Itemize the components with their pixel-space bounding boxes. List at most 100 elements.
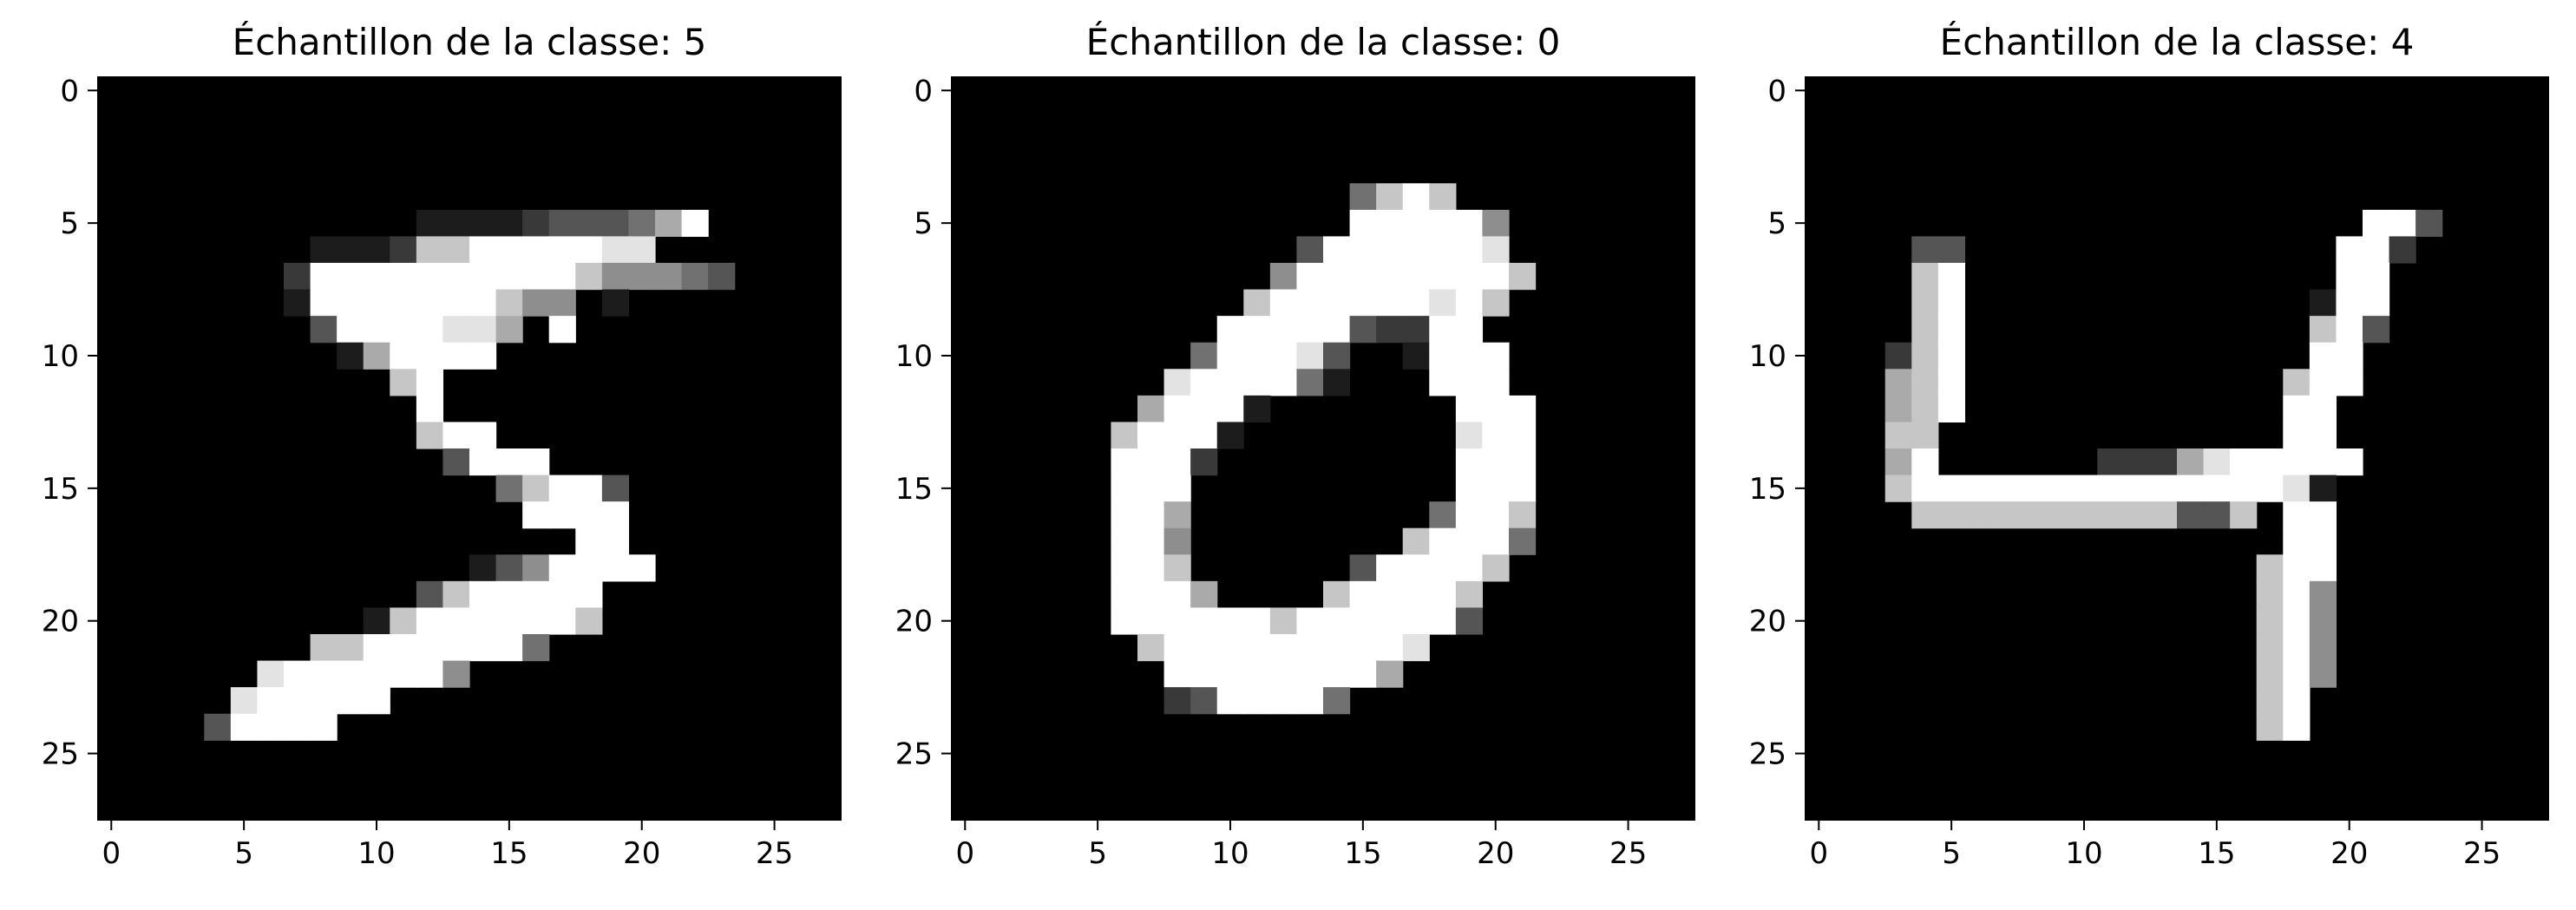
pixel-cell (1429, 289, 1457, 317)
pixel-cell (390, 634, 417, 662)
pixel-cell (495, 634, 523, 662)
pixel-cell (1349, 316, 1377, 344)
pixel-cell (1323, 316, 1351, 344)
pixel-cell (1455, 209, 1484, 238)
axes-frame (97, 76, 842, 821)
pixel-cell (257, 687, 285, 715)
pixel-cell (204, 713, 232, 741)
x-tick-label: 20 (1477, 836, 1514, 871)
pixel-cell (1190, 395, 1218, 423)
pixel-cell (2123, 501, 2152, 529)
pixel-cell (1482, 369, 1510, 396)
pixel-cell (1296, 634, 1324, 662)
pixel-cell (1323, 607, 1351, 635)
pixel-cell (363, 634, 390, 662)
pixel-cell (1402, 263, 1430, 291)
pixel-cell (1991, 475, 2019, 502)
pixel-cell (1216, 422, 1244, 449)
pixel-cell (1190, 422, 1218, 449)
pixel-cell (1455, 607, 1484, 635)
pixel-cell (1429, 580, 1457, 609)
pixel-cell (2363, 209, 2390, 238)
pixel-cell (1376, 607, 1404, 635)
pixel-cell (2044, 475, 2072, 502)
pixel-cell (416, 236, 444, 264)
pixel-cell (469, 607, 497, 635)
pixel-cell (548, 316, 576, 344)
pixel-cell (1376, 634, 1404, 662)
x-tick-label: 5 (234, 836, 253, 871)
pixel-cell (1429, 209, 1457, 238)
pixel-cell (1190, 660, 1218, 688)
pixel-cell (1163, 554, 1191, 582)
x-tick-label: 0 (1809, 836, 1828, 871)
y-tick-label: 0 (914, 74, 933, 108)
pixel-cell (1482, 422, 1510, 449)
pixel-cell (337, 342, 364, 370)
pixel-cell (1482, 395, 1510, 423)
pixel-cell (2283, 448, 2311, 476)
pixel-cell (2309, 501, 2337, 529)
pixel-cell (2097, 475, 2125, 502)
pixel-cell (469, 316, 497, 344)
y-tick-label: 20 (895, 605, 933, 639)
pixel-cell (469, 554, 497, 582)
pixel-cell (1243, 607, 1271, 635)
image-pixels (952, 77, 1694, 820)
pixel-cell (548, 607, 576, 635)
pixel-cell (2283, 607, 2311, 635)
x-tick-label: 25 (756, 836, 793, 871)
pixel-cell (363, 607, 390, 635)
pixel-cell (2283, 527, 2311, 555)
pixel-cell (1243, 369, 1271, 396)
pixel-cell (1402, 209, 1430, 238)
pixel-cell (1911, 369, 1939, 396)
pixel-cell (1296, 236, 1324, 264)
pixel-cell (1163, 369, 1191, 396)
pixel-cell (1190, 580, 1218, 609)
pixel-cell (1884, 395, 1912, 423)
pixel-cell (2309, 316, 2337, 344)
pixel-cell (310, 236, 338, 264)
pixel-cell (1455, 554, 1484, 582)
pixel-cell (1243, 289, 1271, 317)
pixel-cell (442, 209, 470, 238)
pixel-cell (442, 342, 470, 370)
pixel-cell (284, 263, 311, 291)
pixel-cell (2283, 395, 2311, 423)
pixel-cell (2256, 713, 2284, 741)
pixel-cell (1429, 554, 1457, 582)
pixel-cell (2044, 501, 2072, 529)
x-tick-label: 5 (1088, 836, 1107, 871)
pixel-cell (416, 209, 444, 238)
pixel-cell (1163, 660, 1191, 688)
x-axis: 0 5 10 15 20 25 (955, 820, 1647, 871)
pixel-cell (337, 634, 364, 662)
pixel-cell (469, 634, 497, 662)
pixel-cell (2309, 607, 2337, 635)
pixel-cell (1296, 607, 1324, 635)
pixel-cell (230, 687, 259, 715)
pixel-cell (337, 660, 364, 688)
pixel-cell (495, 607, 523, 635)
y-tick-label: 0 (1767, 74, 1786, 108)
pixel-cell (681, 263, 709, 291)
pixel-cell (1137, 607, 1165, 635)
pixel-cell (1216, 607, 1244, 635)
pixel-cell (310, 289, 338, 317)
pixel-cell (1111, 475, 1138, 502)
pixel-cell (1911, 263, 1939, 291)
pixel-cell (2203, 501, 2231, 529)
image-pixels (1806, 77, 2548, 820)
pixel-cell (416, 263, 444, 291)
pixel-cell (363, 289, 390, 317)
pixel-cell (2256, 607, 2284, 635)
pixel-cell (2070, 501, 2098, 529)
x-tick-label: 10 (2065, 836, 2102, 871)
pixel-cell (2363, 316, 2390, 344)
pixel-cell (601, 475, 630, 502)
pixel-cell (1455, 422, 1484, 449)
x-tick-label: 10 (1211, 836, 1249, 871)
pixel-cell (2283, 475, 2311, 502)
